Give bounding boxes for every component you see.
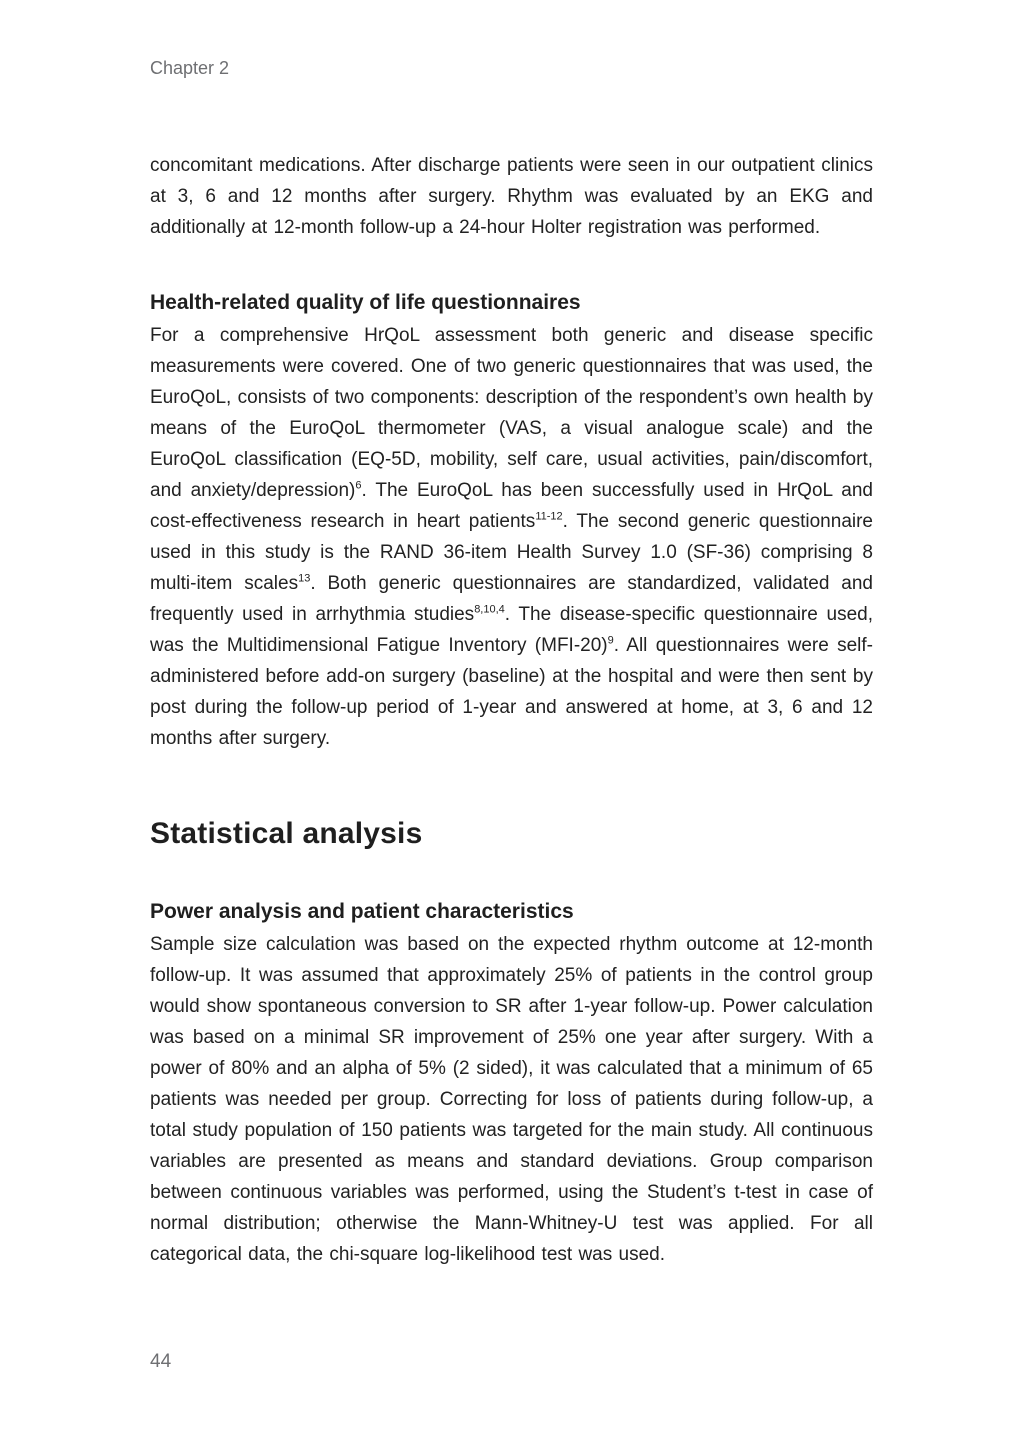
statistical-analysis-heading: Statistical analysis [150, 817, 423, 850]
power-analysis-heading: Power analysis and patient characteristi… [150, 900, 574, 923]
hrqol-section-heading: Health-related quality of life questionn… [150, 291, 581, 314]
page-number: 44 [150, 1351, 172, 1372]
intro-paragraph: concomitant medications. After discharge… [150, 155, 873, 238]
power-analysis-paragraph: Sample size calculation was based on the… [150, 934, 873, 1265]
chapter-header: Chapter 2 [150, 58, 230, 78]
hrqol-paragraph: For a comprehensive HrQoL assessment bot… [150, 325, 873, 749]
text-column: Chapter 2 concomitant medications. After… [150, 0, 873, 1270]
